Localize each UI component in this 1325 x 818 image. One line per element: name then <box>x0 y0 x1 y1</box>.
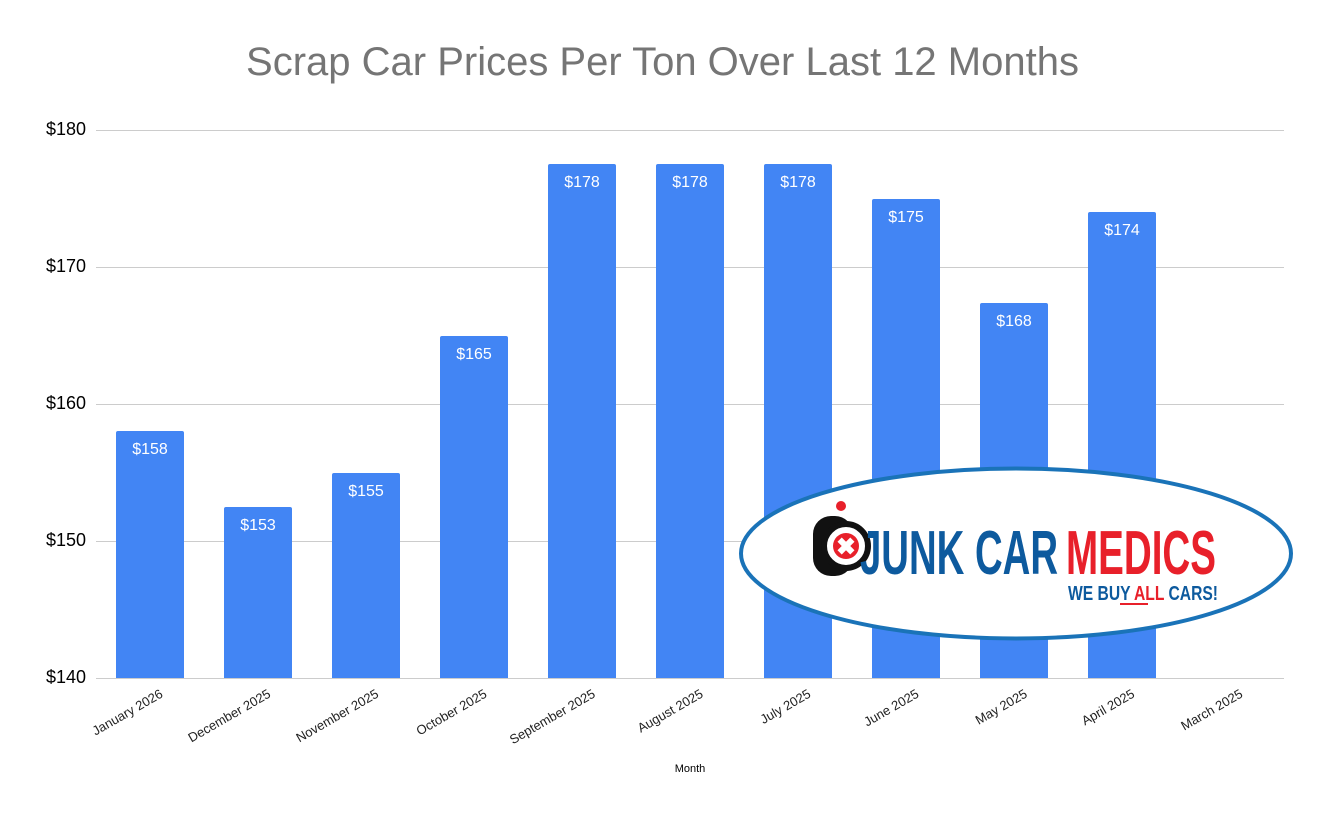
chart-title: Scrap Car Prices Per Ton Over Last 12 Mo… <box>0 40 1325 85</box>
gridline <box>96 678 1284 679</box>
data-label: $158 <box>116 441 184 459</box>
bar: $155 <box>332 473 400 679</box>
x-axis-title: Month <box>640 763 740 775</box>
data-label: $168 <box>980 313 1048 331</box>
bar: $165 <box>440 336 508 679</box>
logo-name-blue: JUNK CAR <box>860 519 1058 588</box>
logo-tagline: WE BUY ALL CARS! <box>1068 583 1218 605</box>
x-tick-label: January 2026 <box>90 686 166 738</box>
data-label: $178 <box>548 174 616 192</box>
data-label: $165 <box>440 346 508 364</box>
bar: $153 <box>224 507 292 678</box>
data-label: $174 <box>1088 222 1156 240</box>
y-tick-label: $160 <box>0 393 86 414</box>
x-tick-label: December 2025 <box>185 686 273 745</box>
data-label: $153 <box>224 517 292 535</box>
y-tick-label: $150 <box>0 530 86 551</box>
x-tick-label: March 2025 <box>1178 686 1245 733</box>
x-tick-label: April 2025 <box>1079 686 1137 728</box>
bar: $178 <box>656 164 724 678</box>
y-tick-label: $140 <box>0 667 86 688</box>
logo-name-red: MEDICS <box>1066 519 1216 588</box>
x-tick-label: July 2025 <box>757 686 813 727</box>
data-label: $178 <box>656 174 724 192</box>
y-tick-label: $180 <box>0 119 86 140</box>
x-tick-label: May 2025 <box>973 686 1030 728</box>
data-label: $155 <box>332 483 400 501</box>
bar: $158 <box>116 431 184 678</box>
data-label: $175 <box>872 209 940 227</box>
x-tick-label: June 2025 <box>861 686 921 729</box>
x-tick-label: September 2025 <box>507 686 598 747</box>
x-tick-label: August 2025 <box>635 686 706 735</box>
gridline <box>96 130 1284 131</box>
y-tick-label: $170 <box>0 256 86 277</box>
junk-car-medics-logo: JUNK CAR MEDICS WE BUY ALL CARS! <box>738 466 1294 641</box>
x-tick-label: October 2025 <box>414 686 490 738</box>
x-tick-label: November 2025 <box>293 686 381 745</box>
data-label: $178 <box>764 174 832 192</box>
bar: $178 <box>548 164 616 678</box>
